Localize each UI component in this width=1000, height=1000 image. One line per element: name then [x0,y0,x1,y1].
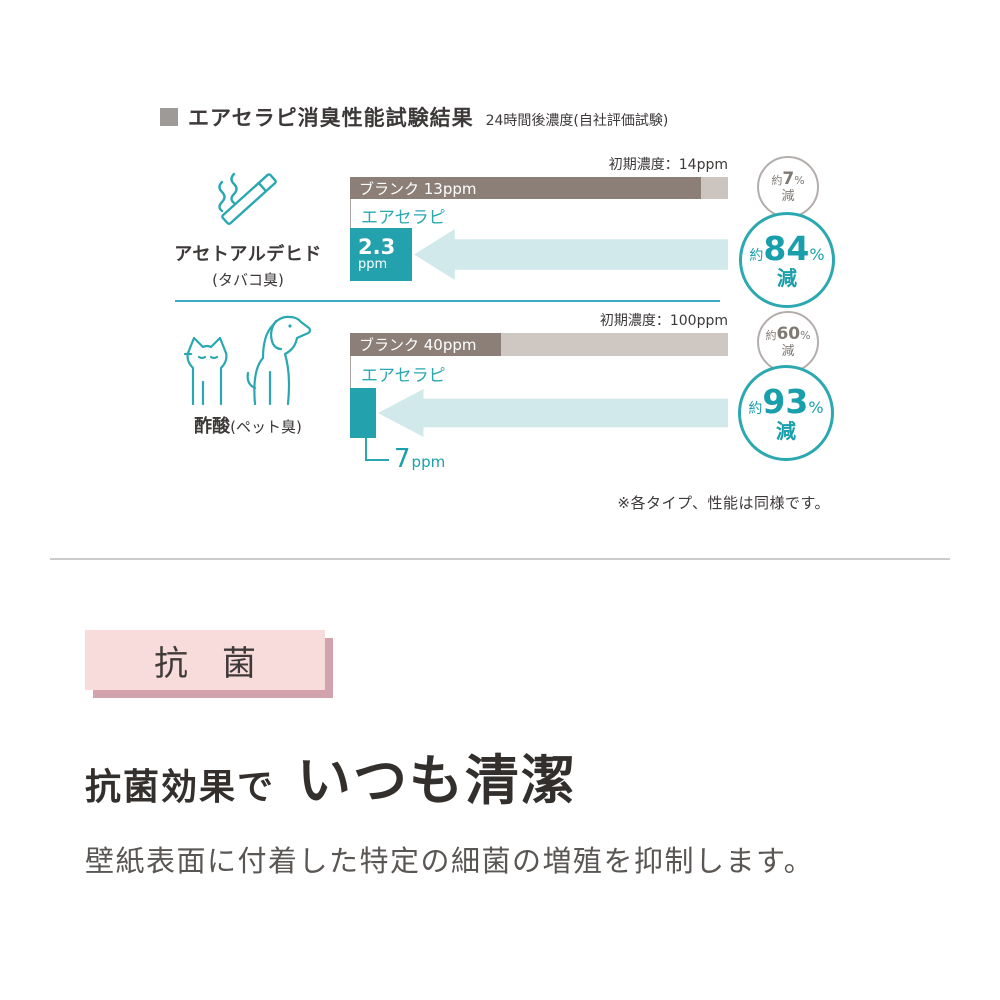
antibacterial-badge: 抗 菌 [85,630,325,690]
approx-label: 約 [748,401,763,417]
product-result-row: 2.3 ppm [350,228,728,281]
chart-subtitle: 24時間後濃度(自社評価試験) [485,113,669,129]
approx-label: 約 [749,248,764,264]
dog-icon [246,315,312,406]
substance-name: アセトアルデヒド [174,244,322,265]
initial-concentration-label: 初期濃度：100ppm [599,313,728,329]
chart-header: エアセラピ消臭性能試験結果 24時間後濃度(自社評価試験) [160,102,668,132]
reduction-suffix: 減 [777,266,797,290]
approx-label: 約 [765,329,777,342]
product-name-label: エアセラピ [361,208,446,228]
reduction-value: 84 [763,229,810,268]
percent-sign: % [809,245,825,264]
leader-line [365,438,367,461]
approx-label: 約 [771,174,783,187]
percent-sign: % [800,329,811,342]
smoke-icon [230,172,238,205]
chart-title: エアセラピ消臭性能試験結果 [188,106,474,130]
product-value: 2.3 [358,235,396,260]
category-acetaldehyde: アセトアルデヒド (タバコ臭) [158,156,338,290]
product-unit: ppm [411,453,446,471]
blank-reduction-badge: 約 60% 減 [757,311,819,373]
smoke-icon [218,180,226,213]
heading-main: いつも清潔 [297,749,578,812]
blank-bar: ブランク 40ppm [350,333,728,356]
substance-name: 酢酸 [194,416,231,437]
cat-dog-icon [158,308,338,410]
antibacterial-description: 壁紙表面に付着した特定の細菌の増殖を抑制します。 [85,844,815,878]
page-divider [50,558,950,560]
cigarette-icon [158,156,338,236]
reduction-arrow [378,389,728,437]
axis-tick [350,199,351,229]
blank-bar: ブランク 13ppm [350,177,728,199]
product-unit: ppm [358,257,388,273]
blank-reduction-badge: 約 7% 減 [757,156,819,218]
antibacterial-heading: 抗菌効果で いつも清潔 [85,736,577,815]
heading-lead: 抗菌効果で [85,767,276,808]
odor-type: (ペット臭) [230,418,302,436]
reduction-suffix: 減 [776,419,796,443]
reduction-value: 93 [762,382,809,421]
category-acetic-acid: 酢酸(ペット臭) [158,308,338,438]
title-square-icon [160,108,178,126]
product-reduction-badge: 約 84% 減 [739,212,835,308]
reduction-suffix: 減 [781,189,795,204]
percent-sign: % [808,398,824,417]
product-value-box: 2.3 ppm [350,228,412,281]
percent-sign: % [794,174,805,187]
axis-tick [350,356,351,389]
product-value: 7 [394,444,411,474]
blank-bar-fill: ブランク 40ppm [350,333,502,356]
product-name-label: エアセラピ [361,366,446,386]
product-reduction-badge: 約 93% 減 [738,365,834,461]
chart-note: ※各タイプ、性能は同様です。 [617,494,830,512]
blank-bar-label: ブランク 13ppm [359,179,477,198]
blank-bar-label: ブランク 40ppm [359,336,477,354]
reduction-arrow [414,229,728,280]
leader-line [365,459,389,461]
section-divider-teal [175,300,720,302]
product-value-box [350,388,376,438]
blank-bar-fill: ブランク 13ppm [350,177,702,199]
cat-icon [183,336,228,406]
product-result-row [350,388,728,438]
reduction-value: 60 [776,324,801,344]
reduction-suffix: 減 [781,344,795,359]
product-value-callout: 7 ppm [394,444,445,474]
odor-type: (タバコ臭) [212,271,284,289]
substance-odor-label: 酢酸(ペット臭) [158,412,338,438]
reduction-value: 7 [782,169,795,189]
initial-concentration-label: 初期濃度：14ppm [608,157,728,173]
